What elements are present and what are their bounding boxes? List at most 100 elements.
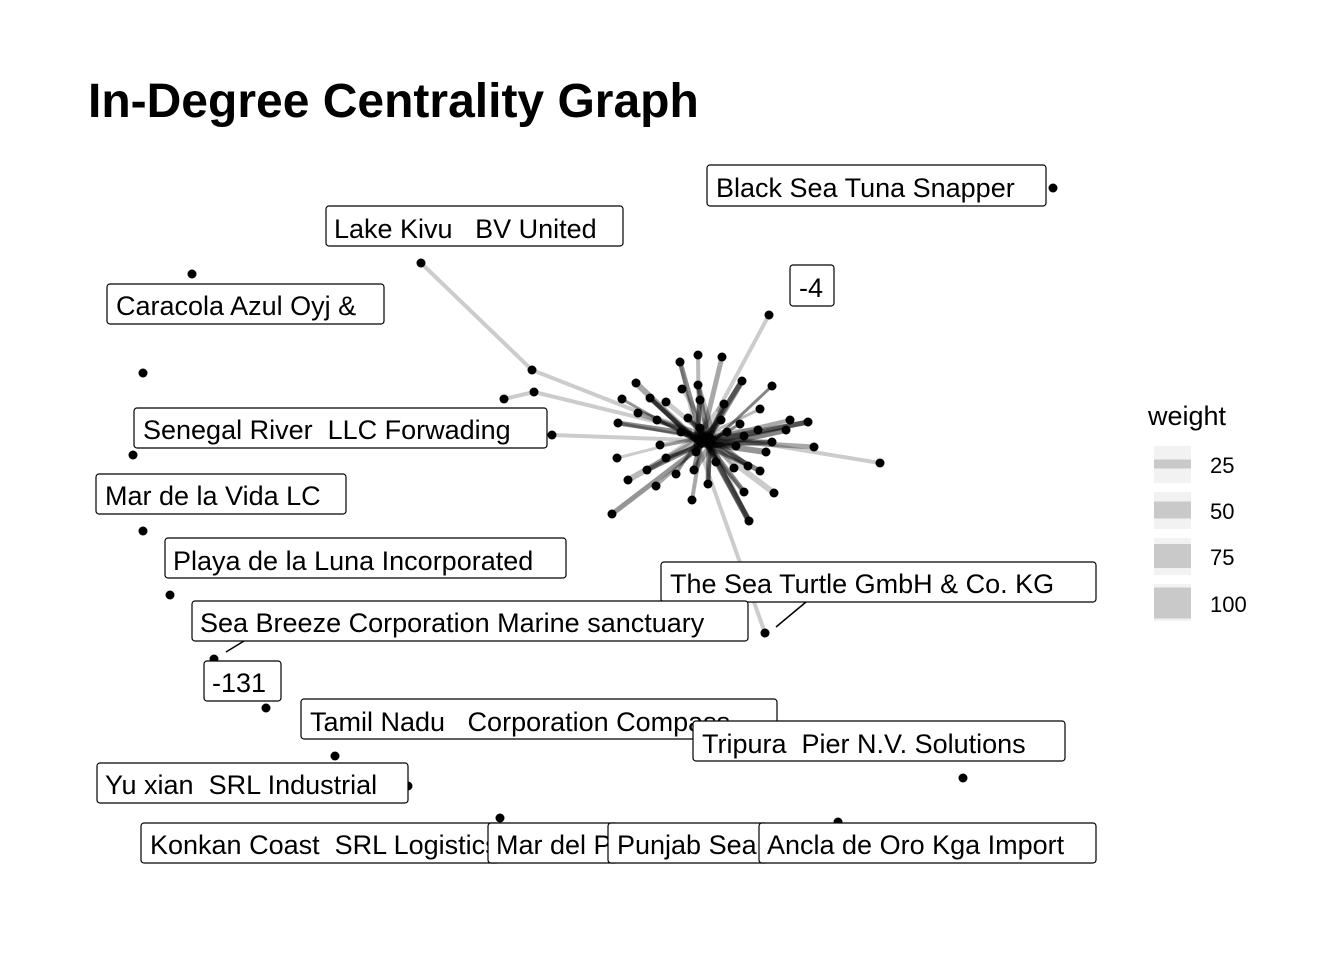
graph-edge (698, 442, 739, 449)
graph-node (735, 419, 745, 429)
svg-text:Playa de la Luna Incorporated: Playa de la Luna Incorporated (173, 546, 533, 576)
legend: weight 25 50 75 100 (1147, 401, 1247, 621)
graph-nodes (128, 183, 1058, 827)
graph-node (617, 394, 627, 404)
graph-edge (532, 390, 692, 432)
graph-edge (644, 439, 708, 473)
graph-node (655, 440, 665, 450)
svg-text:75: 75 (1210, 545, 1234, 570)
graph-edge (702, 378, 745, 446)
graph-edge (703, 418, 792, 442)
graph-node (711, 457, 721, 467)
graph-node (755, 404, 765, 414)
graph-node (729, 463, 739, 473)
label-punjab-sea: Punjab Sea (607, 822, 769, 864)
graph-edge (700, 407, 762, 439)
legend-title: weight (1147, 401, 1227, 431)
graph-edge (716, 313, 771, 412)
chart-title: In-Degree Centrality Graph (88, 75, 699, 128)
legend-item-75: 75 (1154, 538, 1234, 575)
graph-edge (609, 440, 708, 517)
graph-edge (708, 427, 789, 449)
graph-edge (677, 359, 704, 439)
legend-item-100: 100 (1154, 584, 1247, 621)
svg-text:Ancla de Oro Kga Import: Ancla de Oro Kga Import (767, 830, 1065, 860)
legend-item-25: 25 (1154, 446, 1234, 483)
graph-edge (696, 417, 724, 446)
graph-node (652, 415, 662, 425)
svg-text:100: 100 (1210, 592, 1247, 617)
svg-text:Yu xian SRL Industrial: Yu xian SRL Industrial (105, 770, 377, 800)
svg-text:Tamil Nadu Corporation Compa: Tamil Nadu Corporation Compass (310, 707, 730, 737)
node-labels: Black Sea Tuna Snapper Lake Kivu BV Unit… (95, 164, 1097, 864)
graph-node (261, 703, 271, 713)
graph-edges (419, 261, 882, 635)
graph-edge (702, 436, 752, 524)
graph-edge (706, 401, 727, 442)
graph-node (717, 352, 727, 362)
label-playa-de-la-luna: Playa de la Luna Incorporated (164, 537, 567, 579)
graph-edge (706, 433, 751, 469)
graph-node (613, 418, 623, 428)
svg-text:Mar del Plata: Mar del Plata (496, 830, 656, 860)
graph-node (677, 384, 687, 394)
graph-node (695, 395, 705, 405)
graph-node (722, 427, 732, 437)
graph-node (719, 399, 729, 409)
svg-text:Lake Kivu BV United: Lake Kivu BV United (334, 214, 597, 244)
graph-node (803, 417, 813, 427)
graph-edge (678, 360, 698, 436)
label-sea-breeze: Sea Breeze Corporation Marine sanctuary (191, 600, 749, 642)
graph-edge (705, 442, 712, 487)
graph-edge (696, 437, 817, 450)
graph-edge (703, 444, 750, 468)
graph-edge (530, 368, 692, 434)
graph-node (958, 773, 968, 783)
graph-node (671, 469, 681, 479)
graph-node (607, 509, 617, 519)
graph-edge (664, 444, 701, 460)
graph-edge (695, 382, 712, 445)
graph-edge (700, 422, 742, 448)
graph-edge (699, 354, 725, 443)
graph-node (809, 442, 819, 452)
graph-node (716, 415, 726, 425)
graph-edge (647, 395, 704, 448)
label-minus-4: -4 (789, 264, 835, 307)
graph-node (1048, 183, 1058, 193)
svg-text:Caracola Azul Oyj &: Caracola Azul Oyj & (116, 291, 356, 321)
graph-edge (644, 431, 705, 473)
graph-node (529, 387, 539, 397)
graph-node (695, 423, 705, 433)
graph-node (138, 526, 148, 536)
graph-node (743, 461, 753, 471)
svg-text:-131: -131 (212, 668, 266, 698)
graph-edge (693, 397, 703, 449)
graph-edge (616, 421, 713, 442)
graph-node (731, 441, 741, 451)
svg-text:25: 25 (1210, 453, 1234, 478)
label-minus-131: -131 (203, 660, 282, 702)
graph-node (689, 465, 699, 475)
graph-edge (655, 418, 716, 445)
label-tamil-nadu: Tamil Nadu Corporation Compass (300, 698, 778, 740)
graph-node (785, 415, 795, 425)
graph-edge (615, 420, 708, 439)
graph-edge (693, 431, 777, 496)
graph-edge (550, 433, 692, 442)
graph-node (661, 397, 671, 407)
graph-node (676, 427, 686, 437)
label-caracola-azul: Caracola Azul Oyj & (106, 283, 385, 325)
graph-node (875, 458, 885, 468)
graph-edge (702, 378, 745, 442)
svg-text:The Sea Turtle GmbH & Co. KG: The Sea Turtle GmbH & Co. KG (670, 569, 1054, 599)
graph-node (128, 450, 138, 460)
graph-node (737, 376, 747, 386)
graph-node (687, 495, 697, 505)
graph-node (769, 488, 779, 498)
graph-node (753, 425, 763, 435)
graph-node (691, 447, 701, 457)
label-mar-de-la-vida: Mar de la Vida LC (95, 473, 347, 515)
graph-node (767, 381, 777, 391)
graph-node (760, 628, 770, 638)
